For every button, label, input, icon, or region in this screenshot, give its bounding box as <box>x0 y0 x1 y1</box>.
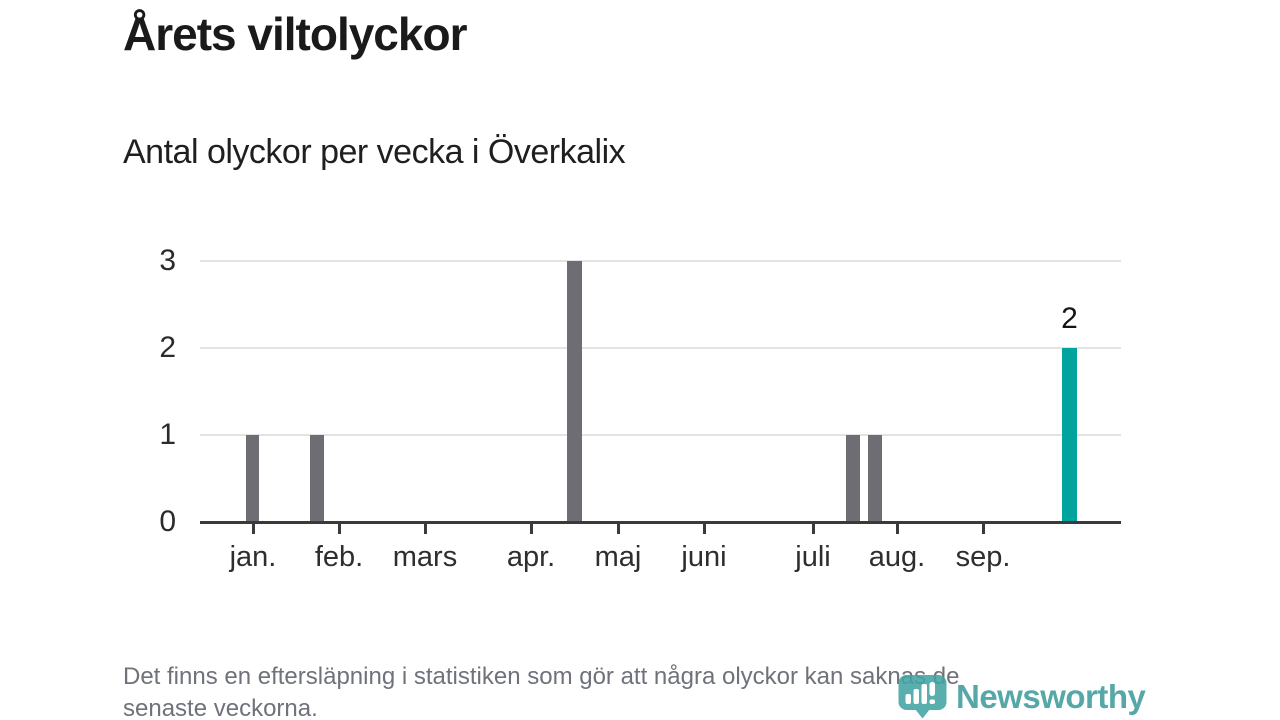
page-title: Årets viltolyckor <box>123 8 467 60</box>
gridline <box>200 434 1121 436</box>
x-axis-tick <box>811 523 815 534</box>
bar <box>846 435 860 522</box>
bar <box>868 435 882 522</box>
gridline <box>200 347 1121 349</box>
x-axis-tick-label: jan. <box>229 541 277 573</box>
x-axis-tick-label: maj <box>594 541 642 573</box>
footnote: Det finns en eftersläpning i statistiken… <box>123 661 959 720</box>
x-axis-tick-label: aug. <box>868 541 926 573</box>
x-axis-tick <box>337 523 341 534</box>
newsworthy-logo: Newsworthy <box>898 674 1146 719</box>
x-axis-tick-label: apr. <box>506 541 556 573</box>
x-axis-tick-label: feb. <box>314 541 364 573</box>
bar <box>567 261 582 522</box>
footnote-line: Det finns en eftersläpning i statistiken… <box>123 663 960 690</box>
y-axis-tick-label: 1 <box>159 418 176 451</box>
bar-value-label: 2 <box>1061 302 1078 335</box>
x-axis-tick <box>895 523 899 534</box>
x-axis-tick <box>423 523 427 534</box>
gridline <box>200 260 1121 262</box>
bar <box>310 435 324 522</box>
y-axis-tick-label: 2 <box>159 331 176 364</box>
bar-highlight <box>1062 348 1077 522</box>
footnote-line: senaste veckorna. <box>123 695 318 720</box>
x-axis-tick-label: sep. <box>955 541 1011 573</box>
chart-subtitle: Antal olyckor per vecka i Överkalix <box>123 133 626 171</box>
x-axis-tick <box>981 523 985 534</box>
x-axis-tick-label: juni <box>681 541 727 573</box>
x-axis-line <box>200 521 1121 524</box>
x-axis-tick-label: juli <box>795 541 831 573</box>
y-axis-tick-label: 0 <box>159 505 176 538</box>
bar-chart-pin-icon <box>898 675 947 719</box>
x-axis-tick <box>702 523 706 534</box>
brand-wordmark: Newsworthy <box>956 677 1146 715</box>
plot-area: 0 1 2 3 jan. feb. mars apr. maj juni juli aug. sep. 2 <box>159 246 1121 573</box>
bar <box>246 435 259 522</box>
x-axis-tick <box>616 523 620 534</box>
x-axis-tick-label: mars <box>392 541 458 573</box>
x-axis-tick <box>251 523 255 534</box>
x-axis-tick <box>529 523 533 534</box>
y-axis-tick-label: 3 <box>159 244 176 277</box>
